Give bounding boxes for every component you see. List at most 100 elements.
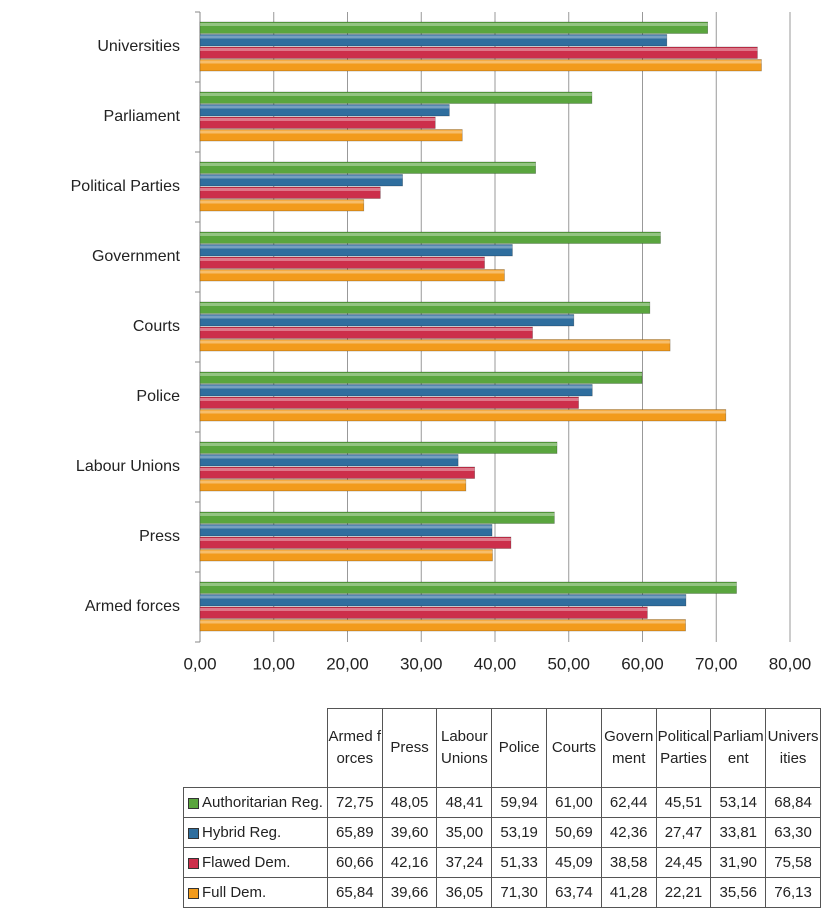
bar [199, 256, 485, 269]
bar-highlight [200, 550, 493, 554]
bar-highlight [200, 443, 558, 446]
table-cell: 35,00 [436, 817, 493, 848]
bar-highlight [200, 200, 364, 204]
table-header: Armed forces [326, 708, 383, 788]
bar [199, 441, 558, 454]
bar-highlight [200, 130, 463, 134]
x-tick-label: 50,00 [547, 654, 590, 673]
table-header: Universities [765, 708, 821, 788]
bar [199, 466, 475, 479]
legend-swatch [188, 887, 199, 899]
bar [199, 116, 436, 129]
y-tick-label: Courts [133, 318, 180, 335]
bar [199, 104, 450, 117]
bar-highlight [200, 398, 579, 401]
table-cell: 65,84 [326, 877, 383, 908]
series-name-cell: Hybrid Reg. [183, 817, 328, 848]
legend-label: Flawed Dem. [202, 854, 291, 871]
bar [199, 59, 762, 72]
series-name-cell: Authoritarian Reg. [183, 787, 328, 818]
bar-highlight [200, 233, 661, 236]
table-cell: 39,60 [381, 817, 438, 848]
bar [199, 606, 648, 619]
bar [199, 34, 668, 47]
bar-highlight [200, 270, 505, 274]
table-cell: 31,90 [710, 847, 767, 878]
bar-highlight [200, 175, 403, 179]
table-cell: 45,51 [655, 787, 712, 818]
table-cell: 38,58 [600, 847, 657, 878]
bar [199, 371, 643, 384]
bar-highlight [200, 163, 536, 166]
table-header: Government [600, 708, 657, 788]
bar [199, 161, 536, 174]
table-cell: 62,44 [600, 787, 657, 818]
bar [199, 21, 708, 34]
y-tick-label: Police [136, 388, 180, 405]
table-cell: 50,69 [546, 817, 602, 848]
bar [199, 186, 381, 199]
legend-label: Authoritarian Reg. [202, 794, 323, 811]
table-row: Authoritarian Reg. 72,75 48,05 48,41 59,94 61… [183, 787, 821, 818]
bar-highlight [200, 340, 671, 344]
table-cell: 53,19 [491, 817, 548, 848]
bar [199, 454, 459, 467]
bar-highlight [200, 118, 436, 121]
bar-highlight [200, 595, 686, 599]
x-tick-label: 60,00 [621, 654, 664, 673]
bar [199, 479, 467, 492]
series-name-cell: Flawed Dem. [183, 847, 328, 878]
table-cell: 72,75 [326, 787, 383, 818]
y-tick-label: Government [92, 248, 181, 265]
table-corner [184, 709, 328, 788]
bar-highlight [200, 455, 459, 459]
legend-label: Hybrid Reg. [202, 824, 282, 841]
table-header-row: Armed forces Press Labour Unions Police Cour… [184, 708, 821, 788]
table-cell: 37,24 [436, 847, 493, 878]
bar-highlight [200, 60, 762, 64]
legend-label: Full Dem. [202, 884, 267, 901]
bar-highlight [200, 315, 574, 319]
x-tick-label: 80,00 [769, 654, 812, 673]
bar [199, 91, 593, 104]
table-cell: 33,81 [710, 817, 767, 848]
series-name-cell: Full Dem. [183, 877, 328, 908]
bar-highlight [200, 188, 381, 191]
bar-highlight [200, 303, 650, 306]
bar-highlight [200, 328, 533, 331]
bar [199, 549, 493, 562]
bar-highlight [200, 468, 475, 471]
table-cell: 53,14 [710, 787, 767, 818]
bar-highlight [200, 538, 511, 541]
data-table: Armed forces Press Labour Unions Police Cour… [183, 708, 821, 908]
bar-highlight [200, 410, 726, 414]
table-header: Labour Unions [436, 708, 493, 788]
table-cell: 63,30 [765, 817, 821, 848]
bar-highlight [200, 525, 493, 529]
bar [199, 524, 493, 537]
table-cell: 59,94 [491, 787, 548, 818]
table-cell: 22,21 [655, 877, 712, 908]
bar [199, 129, 463, 142]
bar [199, 231, 661, 244]
table-cell: 65,89 [326, 817, 383, 848]
x-tick-label: 0,00 [183, 654, 216, 673]
x-tick-label: 10,00 [252, 654, 295, 673]
bar [199, 46, 758, 59]
bar-highlight [200, 105, 450, 109]
table-header: Political Parties [655, 708, 712, 788]
table-cell: 27,47 [655, 817, 712, 848]
bar [199, 581, 737, 594]
y-tick-label: Press [139, 528, 180, 545]
legend-swatch [188, 827, 199, 839]
bar-highlight [200, 48, 758, 51]
bar [199, 594, 687, 607]
table-cell: 45,09 [546, 847, 602, 878]
bar-highlight [200, 245, 513, 249]
bar [199, 384, 593, 397]
bar-highlight [200, 608, 648, 611]
legend-swatch [188, 857, 199, 869]
bar [199, 396, 579, 409]
bar-highlight [200, 93, 592, 96]
